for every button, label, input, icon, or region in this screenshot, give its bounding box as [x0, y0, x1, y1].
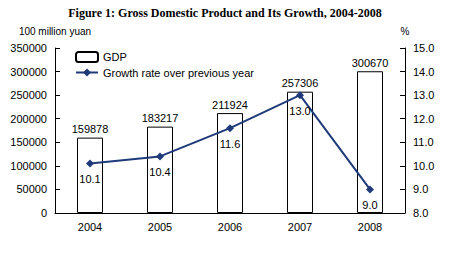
svg-text:159878: 159878	[72, 123, 109, 135]
svg-text:211924: 211924	[212, 99, 248, 111]
svg-text:9.0: 9.0	[362, 199, 377, 211]
svg-text:50000: 50000	[16, 183, 47, 195]
svg-text:257306: 257306	[282, 77, 319, 89]
svg-text:13.0: 13.0	[413, 89, 434, 101]
svg-text:10.4: 10.4	[149, 166, 170, 178]
svg-text:8.0: 8.0	[413, 207, 428, 219]
svg-text:13.0: 13.0	[289, 105, 310, 117]
svg-text:Figure 1: Gross Domestic Produ: Figure 1: Gross Domestic Product and Its…	[68, 6, 381, 20]
svg-text:12.0: 12.0	[413, 113, 434, 125]
svg-text:10.0: 10.0	[413, 160, 434, 172]
svg-text:100 million yuan: 100 million yuan	[19, 26, 91, 37]
svg-text:2007: 2007	[288, 221, 312, 233]
svg-text:Growth rate over previous year: Growth rate over previous year	[103, 67, 254, 79]
svg-text:14.0: 14.0	[413, 66, 434, 78]
svg-text:350000: 350000	[10, 42, 47, 54]
svg-text:11.0: 11.0	[413, 136, 434, 148]
svg-text:200000: 200000	[10, 113, 47, 125]
svg-text:2005: 2005	[148, 221, 172, 233]
svg-text:150000: 150000	[10, 136, 47, 148]
svg-text:0: 0	[41, 207, 47, 219]
svg-text:183217: 183217	[142, 112, 179, 124]
svg-text:300670: 300670	[352, 57, 389, 69]
svg-text:300000: 300000	[10, 66, 47, 78]
svg-text:100000: 100000	[10, 160, 47, 172]
svg-text:2006: 2006	[218, 221, 242, 233]
svg-text:%: %	[401, 26, 410, 37]
svg-text:9.0: 9.0	[413, 183, 428, 195]
svg-text:15.0: 15.0	[413, 42, 434, 54]
svg-text:GDP: GDP	[103, 51, 127, 63]
svg-text:11.6: 11.6	[220, 138, 241, 150]
svg-text:2008: 2008	[358, 221, 382, 233]
svg-text:10.1: 10.1	[79, 173, 100, 185]
svg-text:250000: 250000	[10, 89, 47, 101]
svg-text:2004: 2004	[78, 221, 102, 233]
